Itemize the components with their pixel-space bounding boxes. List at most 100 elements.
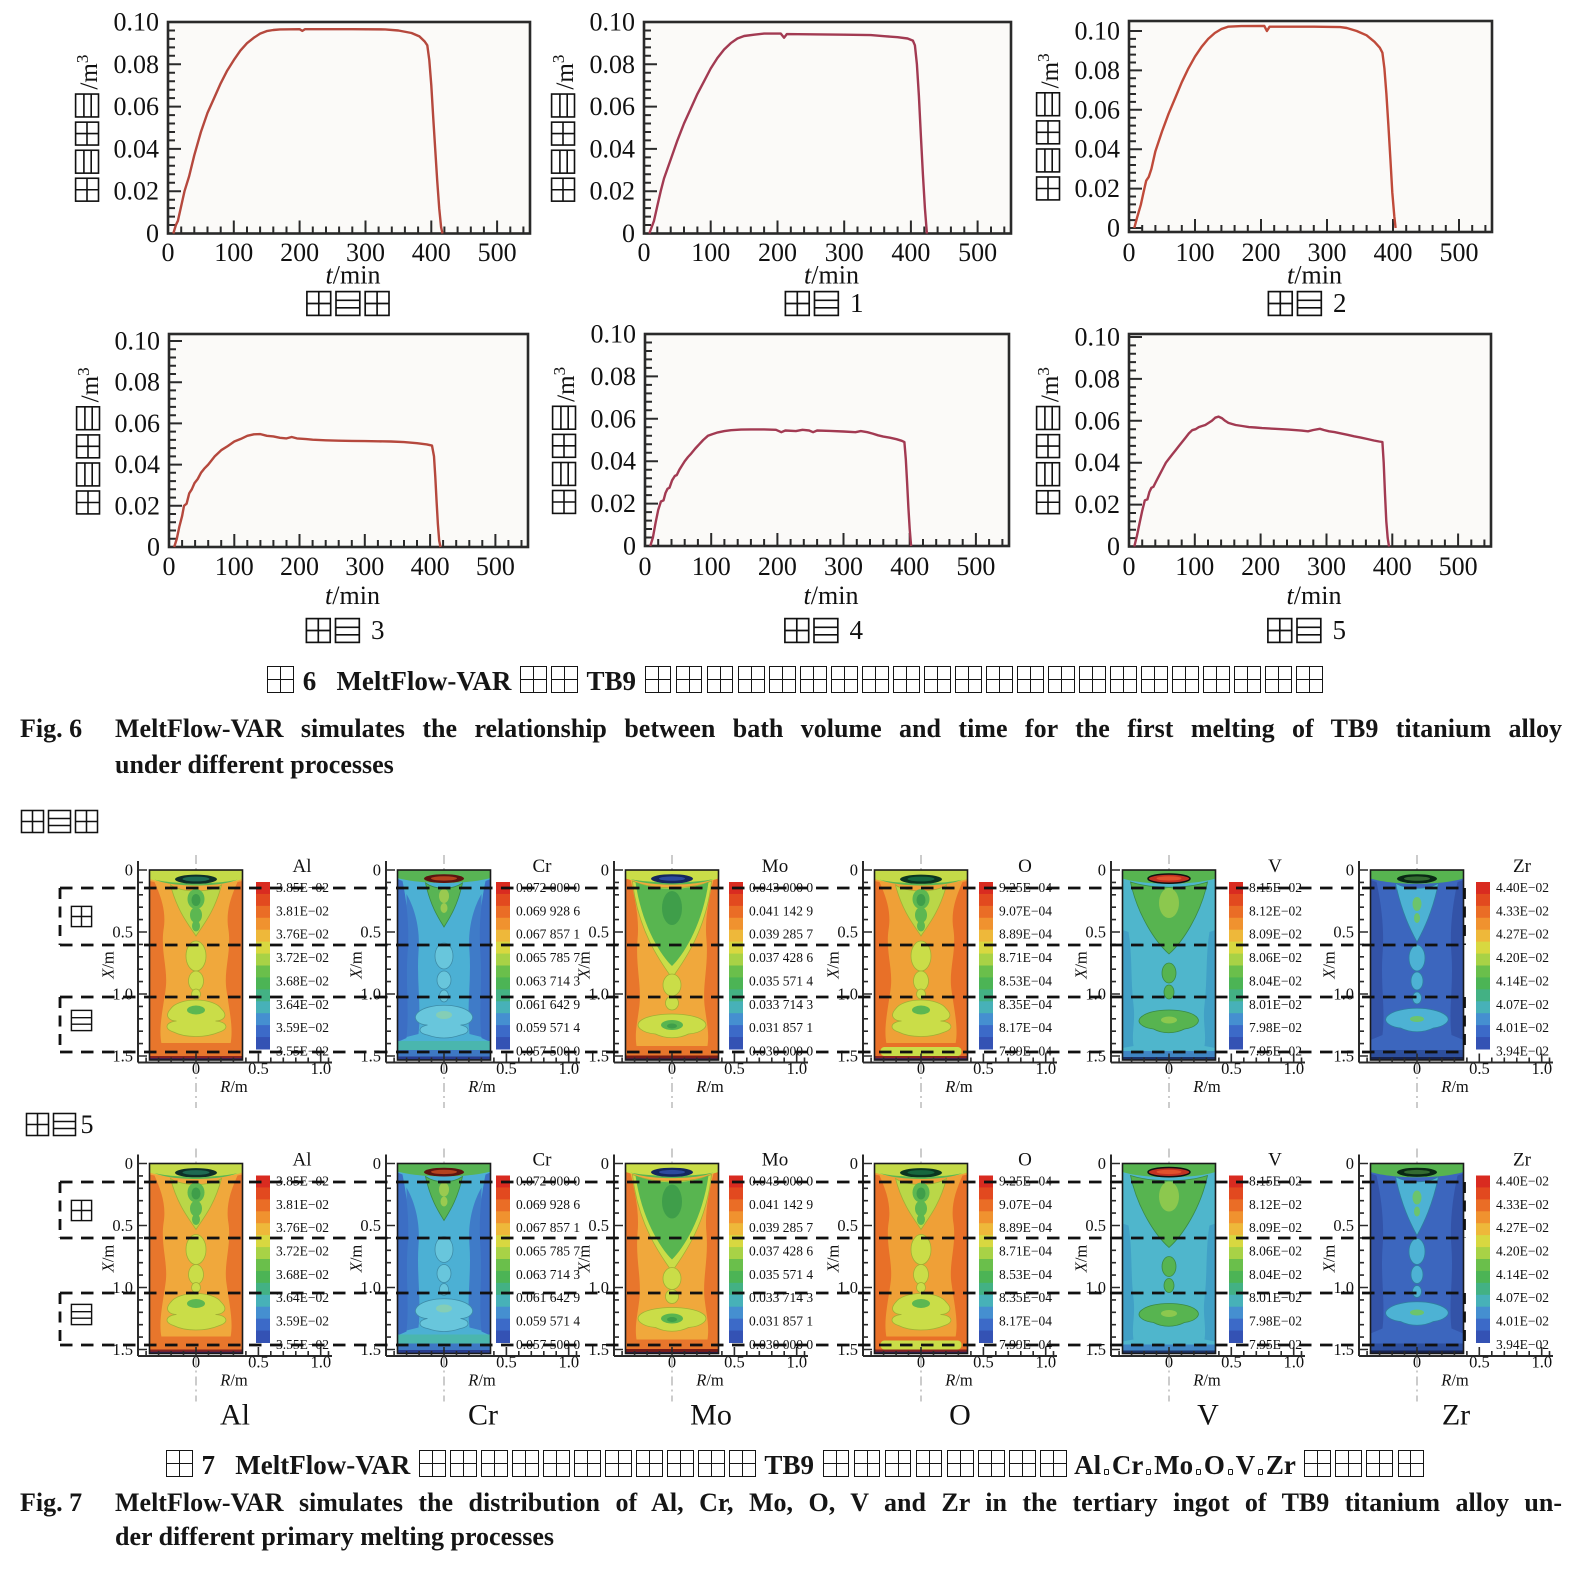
svg-text:X/m: X/m [99, 951, 118, 980]
svg-text:t/min: t/min [325, 581, 380, 610]
svg-text:400: 400 [1374, 238, 1413, 267]
svg-text:500: 500 [478, 238, 517, 267]
svg-text:9.07E−04: 9.07E−04 [999, 903, 1052, 918]
svg-text:t/min: t/min [804, 581, 859, 610]
svg-text:0: 0 [162, 238, 175, 267]
svg-text:0.5: 0.5 [973, 1059, 994, 1078]
svg-text:R/m: R/m [467, 1371, 496, 1390]
svg-text:3.81E−02: 3.81E−02 [276, 1197, 329, 1212]
svg-text:200: 200 [758, 238, 797, 267]
svg-text:0.041 142 9: 0.041 142 9 [749, 1197, 813, 1212]
svg-text:0.5: 0.5 [1221, 1353, 1242, 1372]
svg-text:X/m: X/m [1320, 951, 1339, 980]
svg-text:1.5: 1.5 [360, 1047, 381, 1066]
svg-text:0: 0 [1413, 1059, 1421, 1078]
svg-text:0: 0 [440, 1059, 448, 1078]
svg-text:7.99E−04: 7.99E−04 [999, 1337, 1052, 1352]
svg-text:0.037 428 6: 0.037 428 6 [749, 1244, 813, 1259]
svg-text:0.02: 0.02 [591, 489, 637, 518]
svg-text:0: 0 [917, 1353, 925, 1372]
svg-text:3.72E−02: 3.72E−02 [276, 950, 329, 965]
svg-text:0: 0 [440, 1353, 448, 1372]
svg-text:0: 0 [850, 1154, 858, 1173]
svg-text:400: 400 [890, 552, 929, 581]
svg-text:300: 300 [346, 238, 385, 267]
svg-text:3.68E−02: 3.68E−02 [276, 973, 329, 988]
svg-text:3.64E−02: 3.64E−02 [276, 997, 329, 1012]
svg-text:0: 0 [163, 552, 176, 581]
svg-text:0.031 857 1: 0.031 857 1 [749, 1314, 813, 1329]
svg-text:0.06: 0.06 [1075, 406, 1121, 435]
svg-text:R/m: R/m [944, 1371, 973, 1390]
svg-text:400: 400 [1373, 552, 1412, 581]
svg-text:1.0: 1.0 [1085, 985, 1106, 1004]
svg-text:t/min: t/min [326, 261, 381, 290]
svg-text:0.037 428 6: 0.037 428 6 [749, 950, 813, 965]
svg-text:4.33E−02: 4.33E−02 [1496, 1197, 1549, 1212]
svg-text:300: 300 [825, 238, 864, 267]
svg-text:1.5: 1.5 [1333, 1047, 1354, 1066]
svg-text:200: 200 [1241, 552, 1280, 581]
svg-text:8.15E−02: 8.15E−02 [1249, 880, 1302, 895]
svg-text:8.01E−02: 8.01E−02 [1249, 997, 1302, 1012]
svg-text:t/min: t/min [1287, 581, 1342, 610]
svg-text:Zr: Zr [1442, 1399, 1470, 1432]
svg-text:0.063 714 3: 0.063 714 3 [516, 973, 580, 988]
svg-text:0.10: 0.10 [591, 320, 637, 349]
svg-text:1.0: 1.0 [310, 1353, 331, 1372]
svg-text:0: 0 [1107, 214, 1120, 243]
svg-text:7.99E−04: 7.99E−04 [999, 1044, 1052, 1059]
svg-text:200: 200 [280, 552, 319, 581]
svg-text:X/m: X/m [824, 951, 843, 980]
svg-text:400: 400 [412, 238, 451, 267]
svg-text:3.81E−02: 3.81E−02 [276, 903, 329, 918]
svg-text:0: 0 [1123, 552, 1136, 581]
svg-text:200: 200 [758, 552, 797, 581]
svg-text:/m3: /m3 [1034, 53, 1065, 88]
svg-text:O: O [949, 1399, 971, 1432]
svg-text:4.27E−02: 4.27E−02 [1496, 1220, 1549, 1235]
svg-text:7.98E−02: 7.98E−02 [1249, 1020, 1302, 1035]
svg-text:7.95E−02: 7.95E−02 [1249, 1044, 1302, 1059]
svg-text:Mo: Mo [762, 856, 788, 877]
svg-text:0.04: 0.04 [1075, 135, 1121, 164]
svg-text:1.5: 1.5 [112, 1340, 133, 1359]
svg-text:R/m: R/m [1192, 1371, 1221, 1390]
svg-text:X/m: X/m [99, 1245, 118, 1274]
svg-text:0: 0 [1346, 861, 1354, 880]
svg-text:R/m: R/m [695, 1077, 724, 1096]
svg-text:0.08: 0.08 [115, 368, 161, 397]
svg-text:0.04: 0.04 [590, 134, 636, 163]
svg-text:0: 0 [601, 1154, 609, 1173]
svg-text:500: 500 [956, 552, 995, 581]
svg-text:0.5: 0.5 [496, 1353, 517, 1372]
svg-text:0.5: 0.5 [360, 1216, 381, 1235]
svg-text:4.27E−02: 4.27E−02 [1496, 927, 1549, 942]
svg-text:9.25E−04: 9.25E−04 [999, 1174, 1052, 1189]
svg-text:0: 0 [850, 861, 858, 880]
svg-text:0: 0 [668, 1353, 676, 1372]
svg-text:100: 100 [1175, 552, 1214, 581]
svg-text:X/m: X/m [1320, 1245, 1339, 1274]
svg-text:0.10: 0.10 [1075, 17, 1121, 46]
svg-text:Mo: Mo [762, 1150, 788, 1171]
svg-text:0.063 714 3: 0.063 714 3 [516, 1267, 580, 1282]
svg-text:0: 0 [917, 1059, 925, 1078]
svg-text:/m3: /m3 [550, 367, 581, 402]
svg-text:/m3: /m3 [73, 55, 104, 90]
svg-text:X/m: X/m [575, 1245, 594, 1274]
svg-text:0.039 285 7: 0.039 285 7 [749, 927, 813, 942]
svg-text:Zr: Zr [1513, 856, 1532, 877]
svg-text:Mo: Mo [690, 1399, 732, 1432]
svg-text:1.0: 1.0 [1333, 985, 1354, 1004]
svg-text:1.5: 1.5 [1085, 1340, 1106, 1359]
svg-text:0.02: 0.02 [114, 177, 160, 206]
svg-text:0.5: 0.5 [588, 1216, 609, 1235]
svg-text:4.33E−02: 4.33E−02 [1496, 903, 1549, 918]
svg-text:0.065 785 7: 0.065 785 7 [516, 950, 580, 965]
svg-text:0: 0 [639, 552, 652, 581]
svg-text:8.09E−02: 8.09E−02 [1249, 1220, 1302, 1235]
svg-text:0.5: 0.5 [588, 923, 609, 942]
svg-text:8.71E−04: 8.71E−04 [999, 950, 1052, 965]
svg-text:400: 400 [411, 552, 450, 581]
